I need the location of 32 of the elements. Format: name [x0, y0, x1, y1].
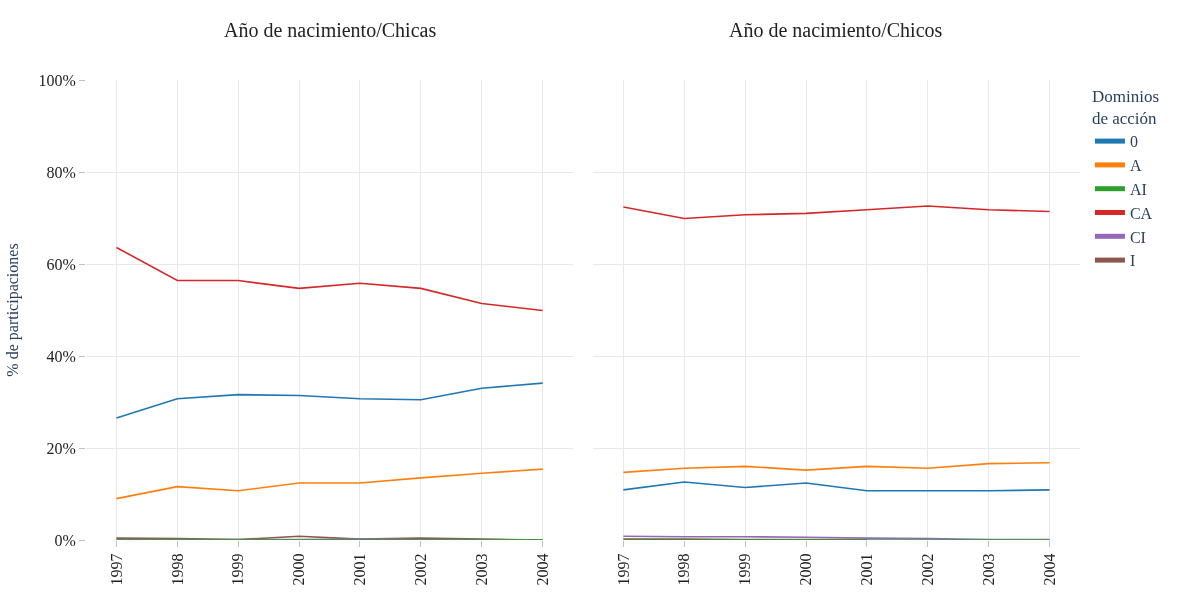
x-tick-label: 1999 [736, 553, 754, 586]
x-tick-label: 1998 [675, 553, 693, 586]
x-tick-label: 1999 [229, 553, 247, 586]
legend-label: I [1129, 252, 1136, 270]
legend-label: CA [1129, 204, 1153, 222]
y-tick-label: 60% [46, 255, 76, 273]
x-tick-label: 2003 [472, 553, 490, 586]
x-tick-label: 2002 [412, 553, 430, 586]
x-tick-label: 2001 [351, 553, 369, 586]
legend-label: A [1129, 157, 1142, 175]
x-tick-label: 2003 [979, 553, 997, 586]
y-axis-title: % de participaciones [4, 243, 23, 377]
y-tick-label: 40% [46, 347, 76, 365]
x-tick-label: 2004 [1040, 553, 1058, 586]
x-tick-label: 2004 [533, 553, 551, 586]
legend-label: AI [1129, 180, 1147, 198]
y-tick-label: 20% [46, 439, 76, 457]
y-tick-label: 100% [38, 71, 76, 89]
y-tick-label: 80% [46, 163, 76, 181]
x-tick-label: 2001 [858, 553, 876, 586]
chart-title: Año de nacimiento/Chicas [224, 19, 437, 41]
x-tick-label: 2000 [290, 553, 308, 586]
x-tick-label: 2002 [918, 553, 936, 586]
chart-title: Año de nacimiento/Chicos [729, 19, 943, 41]
legend-label: CI [1129, 228, 1146, 246]
legend-label: 0 [1129, 133, 1138, 151]
x-tick-label: 1997 [614, 553, 632, 586]
x-tick-label: 1997 [107, 553, 125, 586]
legend-title: Dominios de acción [1091, 87, 1159, 129]
y-tick-label: 0% [54, 531, 76, 549]
x-tick-label: 1998 [168, 553, 186, 586]
x-tick-label: 2000 [797, 553, 815, 586]
